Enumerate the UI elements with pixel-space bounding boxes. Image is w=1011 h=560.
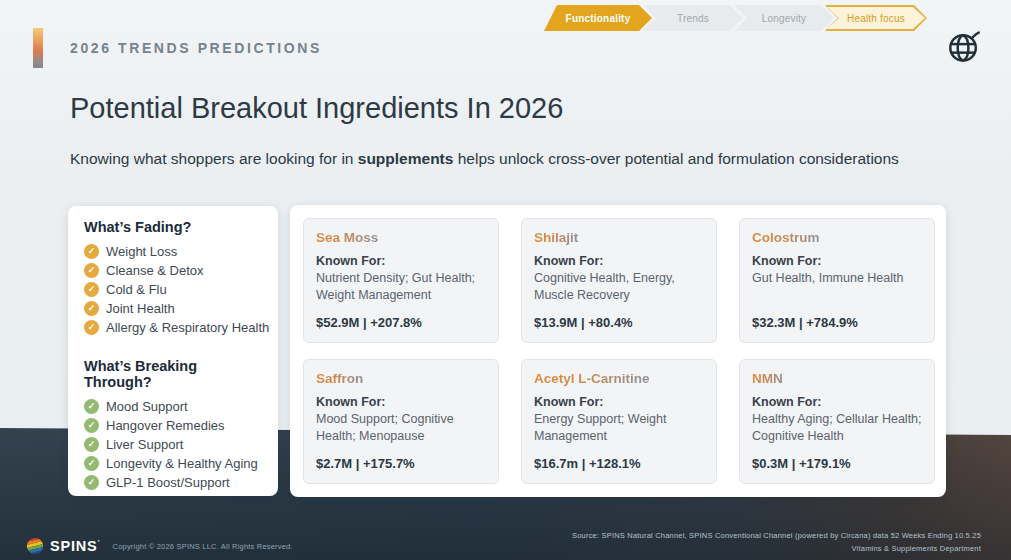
nav-step-label: Trends — [677, 13, 709, 24]
ingredient-name: Sea Moss — [316, 230, 378, 245]
ingredient-card-saffron: Saffron Known For: Mood Support; Cogniti… — [303, 359, 499, 484]
subtitle-suffix: helps unlock cross-over potential and fo… — [453, 150, 898, 167]
known-for-text: Mood Support; Cognitive Health; Menopaus… — [316, 411, 486, 456]
known-for-text: Gut Health, Immune Health — [752, 270, 922, 315]
known-for-label: Known For: — [752, 395, 922, 409]
sales-growth-metric: $0.3M | +179.1% — [752, 456, 922, 471]
spins-globe-icon — [945, 27, 983, 65]
list-item: ✓ Liver Support — [84, 435, 264, 454]
ingredient-name: NMN — [752, 371, 783, 386]
list-item: ✓ Hangover Remedies — [84, 416, 264, 435]
nav-step-label: Functionality — [566, 13, 631, 24]
ingredient-card-colostrum: Colostrum Known For: Gut Health, Immune … — [739, 218, 935, 343]
check-icon: ✓ — [84, 418, 99, 433]
page-subtitle: Knowing what shoppers are looking for in… — [70, 146, 955, 171]
spins-wordmark: SPINS’ — [50, 538, 101, 554]
footer-brand-block: SPINS’ Copyright © 2026 SPINS LLC. All R… — [26, 537, 293, 555]
list-item: ✓ Cold & Flu — [84, 280, 264, 299]
nav-step-label: Longevity — [762, 13, 807, 24]
trademark-tick: ’ — [98, 538, 101, 547]
source-note: Source: SPINS Natural Channel, SPINS Con… — [572, 530, 981, 555]
check-icon: ✓ — [84, 399, 99, 414]
known-for-label: Known For: — [316, 254, 486, 268]
copyright-text: Copyright © 2026 SPINS LLC. All Rights R… — [113, 542, 293, 551]
list-item: ✓ Mood Support — [84, 397, 264, 416]
known-for-text: Cognitive Health, Energy, Muscle Recover… — [534, 270, 704, 315]
ingredient-name: Colostrum — [752, 230, 820, 245]
nav-step-health-focus[interactable]: Health focus — [825, 5, 927, 31]
subtitle-prefix: Knowing what shoppers are looking for in — [70, 150, 358, 167]
list-item: ✓ Allergy & Respiratory Health — [84, 318, 264, 337]
spins-logo-icon — [26, 537, 44, 555]
list-item: ✓ Longevity & Healthy Aging — [84, 454, 264, 473]
accent-bar — [33, 28, 43, 68]
fading-heading: What’s Fading? — [84, 219, 264, 235]
check-icon: ✓ — [84, 244, 99, 259]
list-item: ✓ Cleanse & Detox — [84, 261, 264, 280]
check-icon: ✓ — [84, 282, 99, 297]
ingredient-name: Acetyl L-Carnitine — [534, 371, 650, 386]
list-item: ✓ Joint Health — [84, 299, 264, 318]
known-for-text: Healthy Aging; Cellular Health; Cognitiv… — [752, 411, 922, 456]
ingredient-card-shilajit: Shilajit Known For: Cognitive Health, En… — [521, 218, 717, 343]
check-icon: ✓ — [84, 320, 99, 335]
nav-step-label: Health focus — [847, 13, 905, 24]
ingredient-cards-panel: Sea Moss Known For: Nutrient Density; Gu… — [290, 205, 946, 497]
sales-growth-metric: $13.9M | +80.4% — [534, 315, 704, 330]
nav-step-functionality[interactable]: Functionality — [544, 5, 652, 31]
ingredient-name: Saffron — [316, 371, 363, 386]
known-for-text: Energy Support; Weight Management — [534, 411, 704, 456]
subtitle-keyword: supplements — [358, 150, 454, 167]
known-for-label: Known For: — [752, 254, 922, 268]
fading-breaking-panel: What’s Fading? ✓ Weight Loss ✓ Cleanse &… — [68, 206, 278, 496]
nav-step-trends[interactable]: Trends — [643, 5, 743, 31]
sales-growth-metric: $52.9M | +207.8% — [316, 315, 486, 330]
known-for-label: Known For: — [534, 395, 704, 409]
source-line-1: Source: SPINS Natural Channel, SPINS Con… — [572, 530, 981, 542]
breaking-heading: What’s Breaking Through? — [84, 358, 264, 390]
source-line-2: Vitamins & Supplements Department — [572, 543, 981, 555]
sales-growth-metric: $2.7M | +175.7% — [316, 456, 486, 471]
ingredient-card-acetyl-l-carnitine: Acetyl L-Carnitine Known For: Energy Sup… — [521, 359, 717, 484]
eyebrow-block: 2026 TRENDS PREDICTIONS — [33, 28, 322, 68]
list-item: ✓ Weight Loss — [84, 242, 264, 261]
list-item: ✓ GLP-1 Boost/Support — [84, 473, 264, 492]
check-icon: ✓ — [84, 456, 99, 471]
known-for-label: Known For: — [534, 254, 704, 268]
check-icon: ✓ — [84, 301, 99, 316]
page-title: Potential Breakout Ingredients In 2026 — [70, 92, 563, 125]
known-for-text: Nutrient Density; Gut Health; Weight Man… — [316, 270, 486, 315]
check-icon: ✓ — [84, 475, 99, 490]
slide-root: Functionality Trends Longevity Health fo… — [0, 0, 1011, 560]
eyebrow-text: 2026 TRENDS PREDICTIONS — [70, 40, 322, 56]
sales-growth-metric: $16.7m | +128.1% — [534, 456, 704, 471]
check-icon: ✓ — [84, 437, 99, 452]
ingredient-card-nmn: NMN Known For: Healthy Aging; Cellular H… — [739, 359, 935, 484]
nav-step-longevity[interactable]: Longevity — [734, 5, 834, 31]
check-icon: ✓ — [84, 263, 99, 278]
sales-growth-metric: $32.3M | +784.9% — [752, 315, 922, 330]
stage-nav: Functionality Trends Longevity Health fo… — [544, 5, 927, 31]
ingredient-card-sea-moss: Sea Moss Known For: Nutrient Density; Gu… — [303, 218, 499, 343]
known-for-label: Known For: — [316, 395, 486, 409]
ingredient-name: Shilajit — [534, 230, 578, 245]
